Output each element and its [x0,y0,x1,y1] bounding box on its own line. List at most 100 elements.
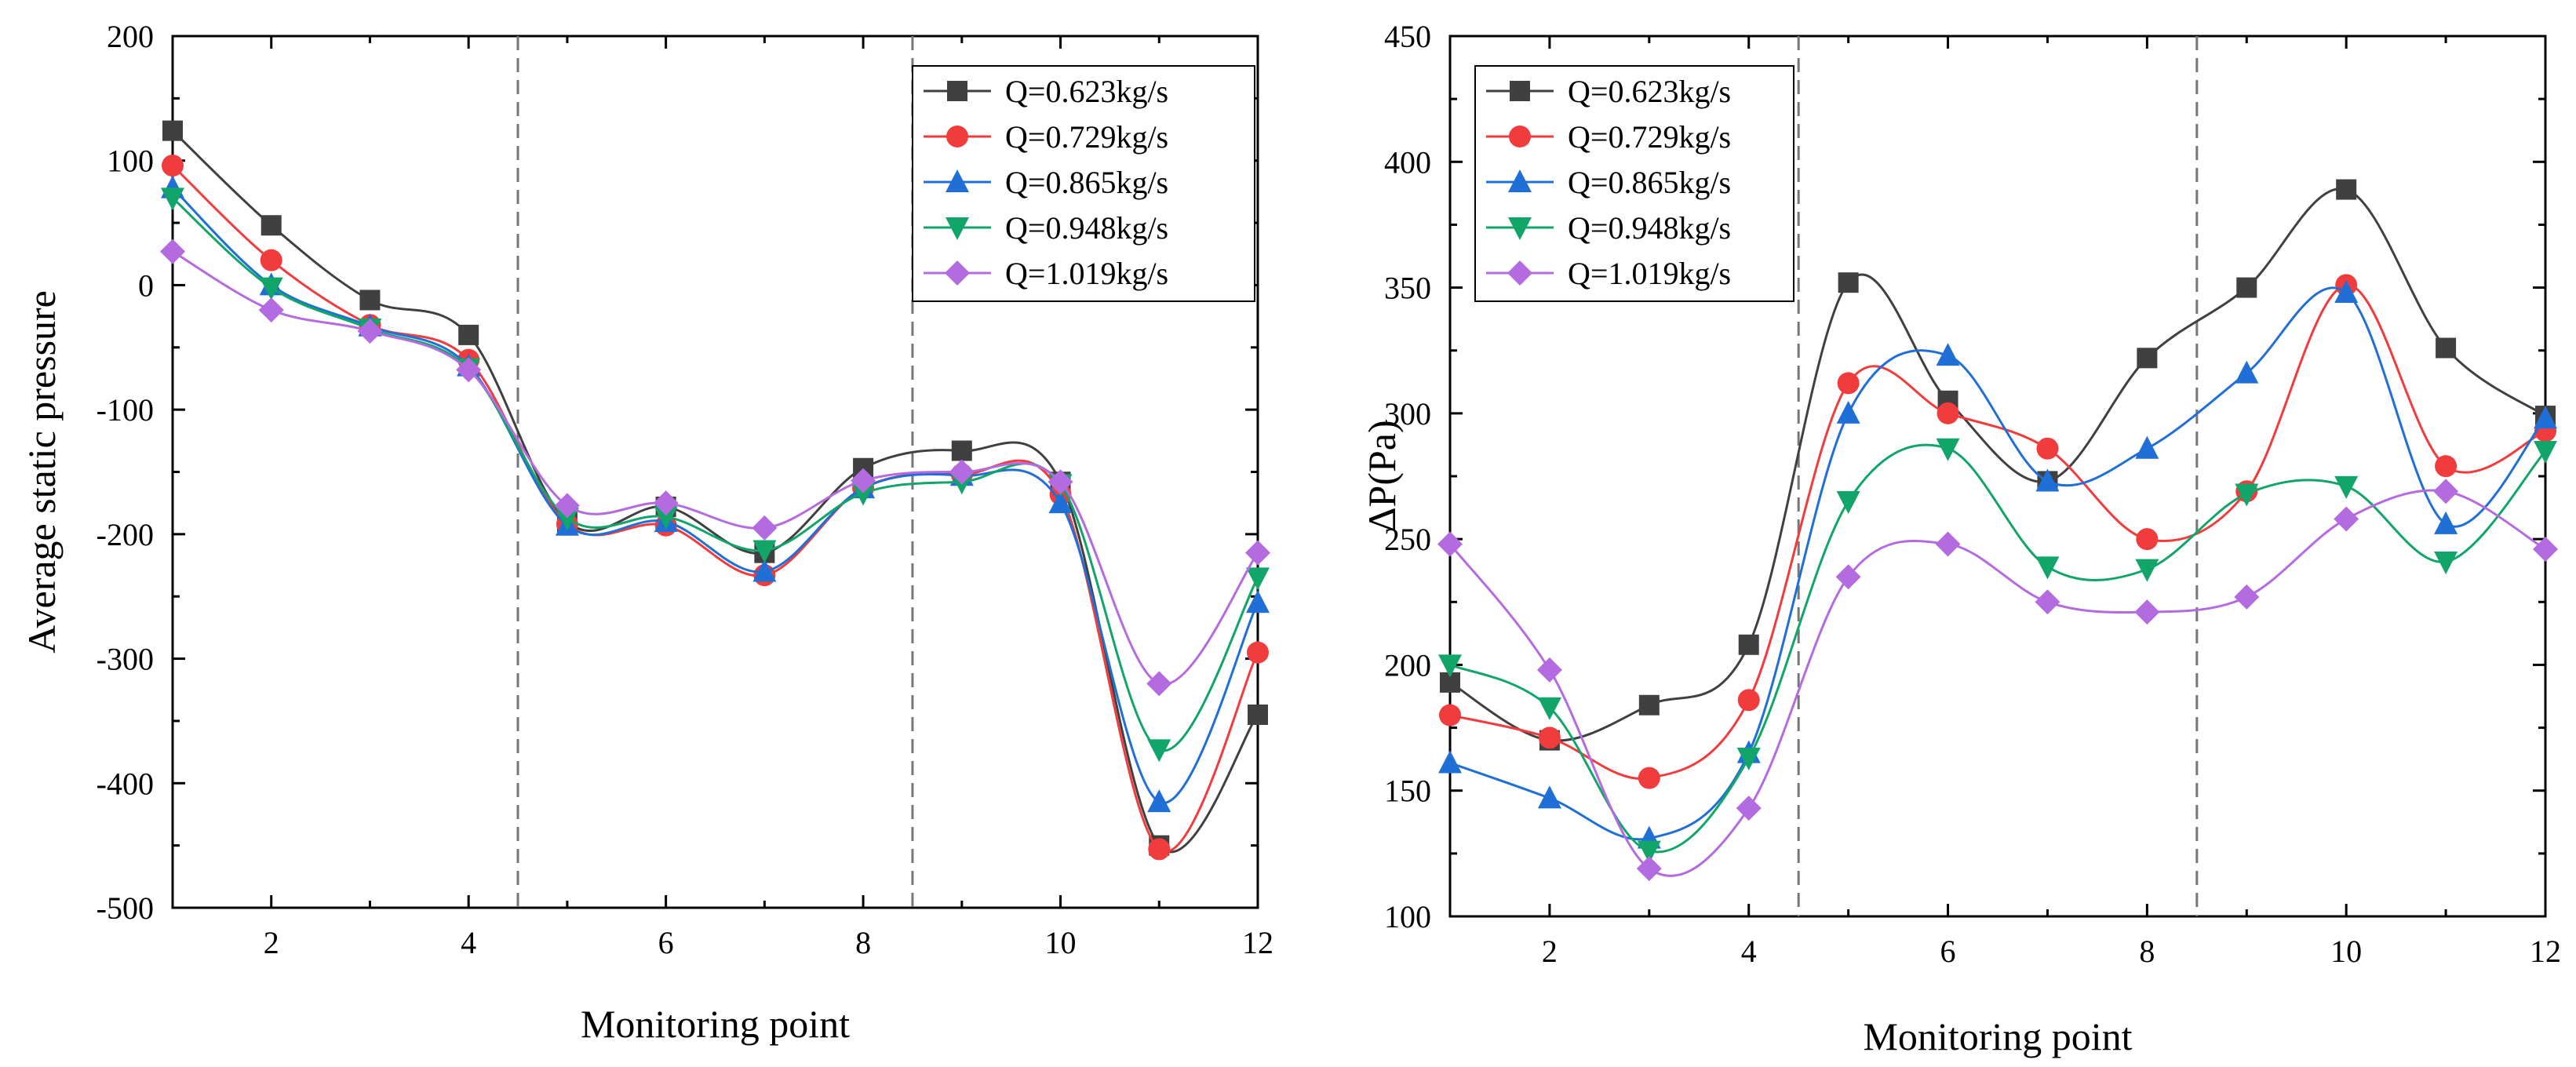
data-point [2434,511,2458,534]
data-point [1048,469,1073,495]
y-tick-label: -400 [97,766,154,801]
data-point [2036,437,2059,460]
x-tick-label: 10 [1045,925,1077,960]
data-point [2137,348,2158,369]
y-tick-label: 200 [107,19,154,54]
data-point [2135,435,2159,459]
x-tick-label: 2 [264,925,279,960]
y-tick-label: 300 [1384,396,1431,432]
data-point [458,324,479,345]
y-tick-label: 400 [1384,144,1431,180]
data-point [1838,272,1859,293]
data-point [752,559,777,582]
data-point [2236,277,2257,298]
legend-label: Q=0.948kg/s [1005,210,1168,246]
data-point [2436,337,2457,359]
y-tick-label: -100 [97,392,154,428]
data-point [1537,697,1561,720]
legend-item: Q=0.948kg/s [1486,210,1731,246]
data-point [1837,372,1860,395]
legend: Q=0.623kg/s Q=0.729kg/s Q=0.865kg/s Q=0.948… [912,65,1255,302]
data-point [2035,556,2060,580]
legend-marker [1509,126,1531,147]
legend-item: Q=0.623kg/s [1486,74,1731,109]
data-point [1538,727,1561,749]
data-point [554,493,580,519]
data-point [2234,584,2260,610]
data-point [2534,440,2557,464]
series-line [1449,443,2547,854]
data-point [1438,654,1462,678]
data-point [2035,468,2060,492]
data-point [1437,531,1463,557]
data-point [1247,641,1269,664]
data-point [2434,551,2458,574]
data-point [1836,491,1860,515]
data-point [1936,438,1960,461]
data-point [1936,343,1960,366]
data-point [555,508,579,531]
data-point [2336,179,2357,200]
legend-label: Q=1.019kg/s [1005,256,1168,291]
x-axis-title: Monitoring point [581,1002,850,1046]
y-tick-label: -300 [97,642,154,677]
x-tick-label: 8 [2139,934,2155,969]
data-point [259,277,283,300]
data-point [2334,475,2359,499]
legend-item: Q=1.019kg/s [924,256,1168,291]
data-point [1637,840,1661,864]
data-point [160,239,185,264]
data-point [1248,704,1268,725]
data-point [951,440,972,461]
data-point [2534,406,2557,429]
y-tick-label: 0 [138,268,154,303]
data-point [654,506,678,530]
data-point [752,540,777,563]
legend-marker [1508,169,1532,192]
data-point [1937,402,1959,424]
legend-marker [945,260,970,286]
data-point [1147,789,1171,813]
legend-item: Q=0.865kg/s [1486,165,1731,200]
data-point [1246,590,1270,614]
y-axis-title: ΔP(Pa) [1360,420,1404,532]
data-point [851,468,876,493]
data-point [2135,559,2159,582]
legend-label: Q=0.729kg/s [1568,119,1731,155]
legend: Q=0.623kg/s Q=0.729kg/s Q=0.865kg/s Q=0.948… [1474,65,1794,302]
data-point [1736,796,1762,821]
legend-label: Q=0.948kg/s [1568,210,1731,246]
x-tick-label: 6 [658,925,674,960]
data-point [1439,704,1461,727]
legend-item: Q=0.865kg/s [924,165,1168,200]
x-tick-label: 4 [1741,934,1757,969]
data-point [1536,657,1562,683]
data-point [1636,856,1662,882]
data-point [1738,634,1759,655]
data-point [1438,750,1462,774]
legend-label: Q=0.623kg/s [1005,74,1168,109]
data-point [851,483,876,506]
legend-marker [1507,260,1532,286]
legend-label: Q=1.019kg/s [1568,256,1731,291]
data-point [653,490,679,516]
legend-item: Q=0.623kg/s [924,74,1168,109]
legend-item: Q=0.948kg/s [924,210,1168,246]
y-axis-title: Average static pressure [20,290,64,654]
data-point [1537,785,1561,809]
data-point [2433,479,2459,504]
data-point [1736,748,1761,771]
data-point [2235,483,2259,507]
legend-label: Q=0.729kg/s [1005,119,1168,155]
data-point [1148,838,1171,861]
y-tick-label: 200 [1384,647,1431,683]
chart-panel-static-pressure: -500 -400 -300 -200 -100 0 100 200 2 4 6 8 10 12 Monit… [20,19,1273,1046]
data-point [1638,694,1660,716]
y-tick-label: 250 [1384,522,1431,557]
data-point [1638,767,1660,789]
data-point [2533,536,2558,562]
x-tick-label: 12 [1242,925,1273,960]
series-4 [1437,479,2558,882]
data-point [949,459,975,485]
